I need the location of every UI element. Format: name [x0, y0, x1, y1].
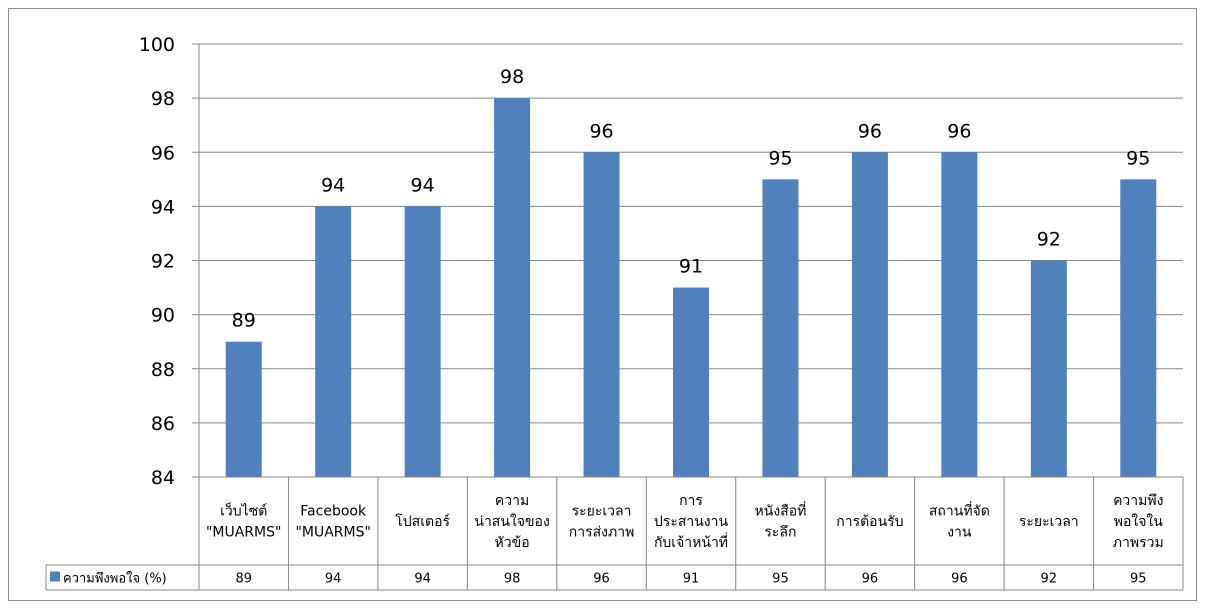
category-label: การ	[679, 493, 703, 509]
category-label: "MUARMS"	[295, 525, 370, 541]
category-label: ระยะเวลา	[572, 504, 632, 520]
data-label: 92	[1037, 229, 1061, 251]
bar	[315, 206, 352, 477]
table-value: 95	[1130, 572, 1147, 587]
y-tick-label: 86	[151, 413, 175, 435]
table-value: 94	[325, 572, 342, 587]
table-value: 96	[862, 572, 879, 587]
bar	[404, 206, 441, 477]
bar	[583, 152, 620, 477]
table-value: 96	[593, 572, 610, 587]
table-value: 89	[235, 572, 252, 587]
category-label: การต้อนรับ	[836, 514, 903, 530]
table-value: 95	[772, 572, 789, 587]
category-label: ระยะเวลา	[1019, 514, 1079, 530]
category-label: Facebook	[300, 504, 367, 520]
data-label: 94	[321, 174, 345, 196]
y-tick-label: 92	[151, 251, 175, 273]
y-tick-label: 100	[139, 34, 175, 56]
data-labels: 89 94 94 98 96 91 95 96 96 92 95	[232, 66, 1151, 332]
table-value: 94	[414, 572, 431, 587]
category-label: ภาพรวม	[1113, 535, 1164, 551]
y-axis: 84 86 88 90 92 94 96 98 100	[139, 34, 175, 489]
bars	[225, 98, 1157, 477]
bar	[1120, 179, 1157, 477]
category-label: เว็บไซต์	[220, 502, 267, 520]
bar	[851, 152, 888, 477]
category-label: งาน	[947, 525, 972, 541]
data-label: 95	[1126, 147, 1150, 169]
category-label: น่าสนใจของ	[474, 513, 549, 530]
table-value: 98	[504, 572, 521, 587]
category-label: หนังสือที่	[755, 502, 807, 520]
category-label: ความ	[495, 493, 529, 509]
bar	[941, 152, 978, 477]
bar	[1030, 260, 1067, 477]
y-tick-label: 94	[151, 196, 175, 218]
category-label: โปสเตอร์	[395, 513, 450, 530]
bar	[673, 287, 709, 477]
y-tick-label: 88	[151, 359, 175, 381]
bar	[762, 179, 799, 477]
table-value: 91	[683, 572, 700, 587]
category-label: หัวข้อ	[495, 535, 530, 551]
legend-series-name: ความพึงพอใจ (%)	[63, 571, 167, 587]
data-label: 96	[947, 120, 971, 142]
data-label: 89	[232, 310, 256, 332]
category-label: ระลึก	[764, 525, 796, 541]
y-tick-label: 84	[151, 467, 175, 489]
y-tick-label: 90	[151, 305, 175, 327]
category-label: สถานที่จัด	[929, 502, 990, 520]
category-label: ประสานงาน	[654, 514, 729, 530]
category-label: ความพึง	[1113, 493, 1163, 509]
y-tick-label: 98	[151, 88, 175, 110]
category-label: พอใจใน	[1114, 513, 1164, 530]
data-label: 98	[500, 66, 524, 88]
bar	[225, 341, 262, 477]
category-label: กับเจ้าหน้าที่	[654, 533, 728, 551]
table-value: 92	[1041, 572, 1058, 587]
data-label: 96	[589, 120, 613, 142]
category-label: การส่งภาพ	[569, 525, 635, 541]
table-value: 96	[951, 572, 968, 587]
bar	[494, 98, 531, 477]
legend-swatch	[50, 571, 60, 582]
data-label: 95	[768, 147, 792, 169]
y-tick-label: 96	[151, 142, 175, 164]
data-label: 94	[411, 174, 435, 196]
category-label: "MUARMS"	[206, 525, 281, 541]
data-label: 96	[858, 120, 882, 142]
data-table: เว็บไซต์ "MUARMS" Facebook "MUARMS" โปสเตอร์…	[45, 476, 1184, 591]
data-label: 91	[679, 256, 703, 278]
